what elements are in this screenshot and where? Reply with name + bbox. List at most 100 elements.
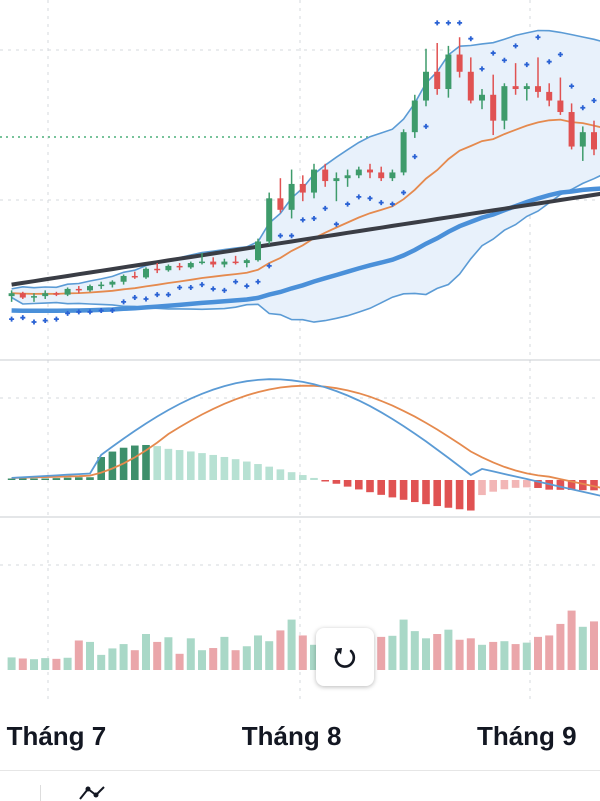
- ma-black-line: [11, 191, 600, 287]
- candle-body-1: [19, 293, 26, 298]
- macd-hist-4: [52, 478, 61, 480]
- psar-point-16: [188, 284, 194, 290]
- volume-bar-1: [18, 658, 27, 670]
- volume-bar-35: [399, 619, 408, 670]
- volume-bar-0: [7, 657, 16, 670]
- candle-body-21: [243, 260, 250, 264]
- candle-body-0: [8, 293, 15, 297]
- volume-bar-25: [287, 619, 296, 670]
- macd-hist-0: [7, 478, 16, 480]
- candle-body-31: [355, 169, 362, 176]
- macd-hist-9: [108, 451, 117, 480]
- psar-point-15: [177, 284, 183, 290]
- psar-point-38: [434, 20, 440, 26]
- volume-bar-47: [534, 636, 542, 670]
- volume-bar-40: [455, 639, 464, 670]
- volume-bar-38: [433, 634, 442, 670]
- toolbar-divider: [40, 785, 41, 801]
- volume-bar-50: [567, 610, 576, 670]
- candle-body-34: [389, 172, 396, 179]
- x-axis-labels: Tháng 7 Tháng 8 Tháng 9: [7, 721, 577, 751]
- candle-body-9: [109, 281, 116, 285]
- macd-hist-42: [478, 480, 486, 496]
- psar-point-35: [401, 190, 407, 196]
- x-axis-label-2: Tháng 9: [477, 721, 577, 751]
- volume-bar-21: [242, 646, 251, 670]
- psar-point-6: [76, 309, 82, 315]
- moving-averages: [11, 118, 600, 314]
- psar-point-4: [53, 316, 59, 322]
- candle-body-44: [501, 86, 508, 121]
- volume-bar-37: [422, 638, 430, 670]
- candle-body-51: [579, 132, 586, 147]
- psar-point-17: [199, 282, 205, 288]
- stock-chart[interactable]: Tháng 7 Tháng 8 Tháng 9: [0, 0, 600, 770]
- candle-body-19: [221, 261, 228, 265]
- psar-point-37: [423, 123, 429, 129]
- psar-point-25: [289, 233, 295, 239]
- bottom-toolbar: [0, 770, 600, 801]
- candle-body-16: [187, 263, 194, 268]
- psar-point-43: [490, 50, 496, 56]
- bollinger-upper: [11, 29, 600, 290]
- psar-point-1: [20, 315, 26, 321]
- reset-icon: [334, 648, 356, 668]
- macd-hist-35: [399, 480, 408, 500]
- volume-bar-45: [511, 644, 520, 670]
- volume-bar-10: [119, 644, 128, 670]
- candle-body-29: [333, 178, 340, 182]
- macd-hist-52: [590, 480, 598, 491]
- candle-body-11: [131, 275, 138, 278]
- psar-point-31: [356, 194, 362, 200]
- psar-point-26: [300, 217, 306, 223]
- macd-hist-44: [500, 480, 509, 490]
- volume-bar-8: [97, 654, 106, 670]
- candle-body-14: [165, 265, 172, 271]
- volume-bar-13: [153, 641, 162, 670]
- macd-hist-20: [231, 459, 240, 480]
- volume-bar-17: [198, 650, 206, 670]
- psar-point-10: [121, 299, 127, 305]
- macd-hist-11: [131, 445, 139, 480]
- candlesticks: [8, 37, 597, 302]
- macd-hist-17: [198, 453, 206, 480]
- psar-point-8: [98, 307, 104, 313]
- volume-bar-11: [130, 650, 139, 670]
- macd-hist-6: [75, 477, 83, 480]
- macd-hist-37: [422, 480, 430, 505]
- candle-body-33: [378, 172, 385, 179]
- candle-body-17: [199, 261, 205, 264]
- volume-bar-44: [500, 641, 509, 670]
- candle-body-23: [266, 198, 273, 242]
- candle-body-42: [479, 94, 485, 101]
- candle-body-48: [546, 91, 553, 101]
- volume-bar-49: [556, 623, 565, 670]
- volume-bar-43: [489, 641, 498, 670]
- psar-point-11: [132, 295, 138, 301]
- macd-hist-16: [187, 451, 195, 480]
- candle-body-28: [322, 169, 329, 182]
- candle-body-12: [143, 268, 149, 278]
- bollinger-fill: [11, 30, 600, 323]
- drawing-tool-icon[interactable]: [78, 785, 122, 801]
- macd-hist-15: [175, 450, 184, 480]
- candle-body-13: [154, 268, 161, 271]
- macd-hist-46: [523, 480, 531, 488]
- macd-hist-19: [220, 456, 229, 480]
- psar-point-41: [468, 36, 474, 42]
- macd-hist-51: [579, 480, 587, 491]
- psar-point-22: [255, 279, 261, 285]
- volume-bar-14: [164, 637, 173, 670]
- psar-point-44: [501, 57, 507, 63]
- macd-hist-22: [254, 464, 262, 480]
- psar-point-30: [345, 201, 351, 207]
- macd-hist-7: [86, 477, 94, 480]
- macd-hist-34: [388, 480, 397, 498]
- volume-bar-26: [298, 635, 307, 670]
- macd-hist-25: [287, 472, 296, 480]
- candle-body-50: [568, 112, 575, 147]
- psar-point-33: [378, 200, 384, 206]
- macd-hist-3: [41, 478, 49, 480]
- reset-chart-button[interactable]: [316, 628, 374, 686]
- macd-hist-41: [467, 480, 475, 511]
